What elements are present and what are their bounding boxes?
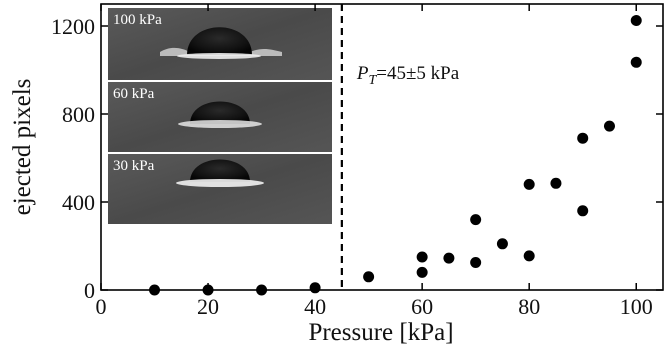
splash-shape: [177, 53, 261, 59]
inset-photo-middle: 60 kPa: [108, 82, 332, 152]
y-tick-label: 800: [62, 102, 95, 127]
data-point: [149, 284, 161, 296]
data-point: [202, 284, 214, 296]
threshold-label-value: =45±5 kPa: [376, 63, 459, 84]
splash-shape: [178, 120, 262, 128]
inset-label-30: 30 kPa: [113, 158, 155, 174]
tick-labels: 0 20 40 60 80 100 0 400 800 1200: [51, 14, 653, 319]
data-point: [363, 271, 375, 283]
y-tick-label: 1200: [51, 14, 95, 39]
x-tick-label: 0: [96, 294, 107, 319]
inset-photo-top: 100 kPa: [108, 8, 332, 80]
data-point: [443, 252, 455, 264]
axis-ticks: [100, 4, 663, 291]
data-point: [523, 250, 535, 262]
data-points: [149, 15, 642, 296]
data-point: [630, 56, 642, 68]
x-tick-label: 100: [620, 294, 653, 319]
y-tick-label: 0: [84, 278, 95, 303]
data-point: [550, 177, 562, 189]
data-point: [630, 15, 642, 26]
inset-label-100: 100 kPa: [113, 12, 162, 28]
data-point: [416, 266, 428, 278]
data-point: [496, 238, 508, 250]
x-tick-label: 40: [304, 294, 326, 319]
inset-photo-bottom: 30 kPa: [108, 154, 332, 224]
data-point: [256, 284, 268, 296]
droplet-shape: [190, 159, 250, 182]
x-tick-label: 60: [411, 294, 433, 319]
x-axis-title: Pressure [kPa]: [308, 319, 453, 346]
y-axis-title: ejected pixels: [9, 79, 36, 216]
threshold-label-subscript: T: [368, 73, 377, 88]
data-point: [577, 132, 589, 144]
plot-frame: [100, 3, 664, 291]
inset-photos: 100 kPa 60 kPa 30 kPa: [108, 8, 332, 224]
threshold-label-prefix: P: [356, 63, 369, 84]
droplet-shape: [190, 101, 250, 124]
data-point: [470, 257, 482, 268]
threshold-label: PT=45±5 kPa: [356, 63, 460, 88]
data-point: [603, 120, 615, 132]
splash-shape: [176, 179, 264, 187]
x-tick-label: 80: [518, 294, 540, 319]
data-point: [470, 214, 482, 226]
data-point: [577, 205, 589, 217]
droplet-shape: [187, 27, 252, 55]
data-point: [309, 282, 321, 294]
data-point: [416, 251, 428, 263]
inset-label-60: 60 kPa: [113, 86, 155, 102]
x-tick-label: 20: [197, 294, 219, 319]
data-point: [523, 178, 535, 190]
y-tick-label: 400: [62, 190, 95, 215]
